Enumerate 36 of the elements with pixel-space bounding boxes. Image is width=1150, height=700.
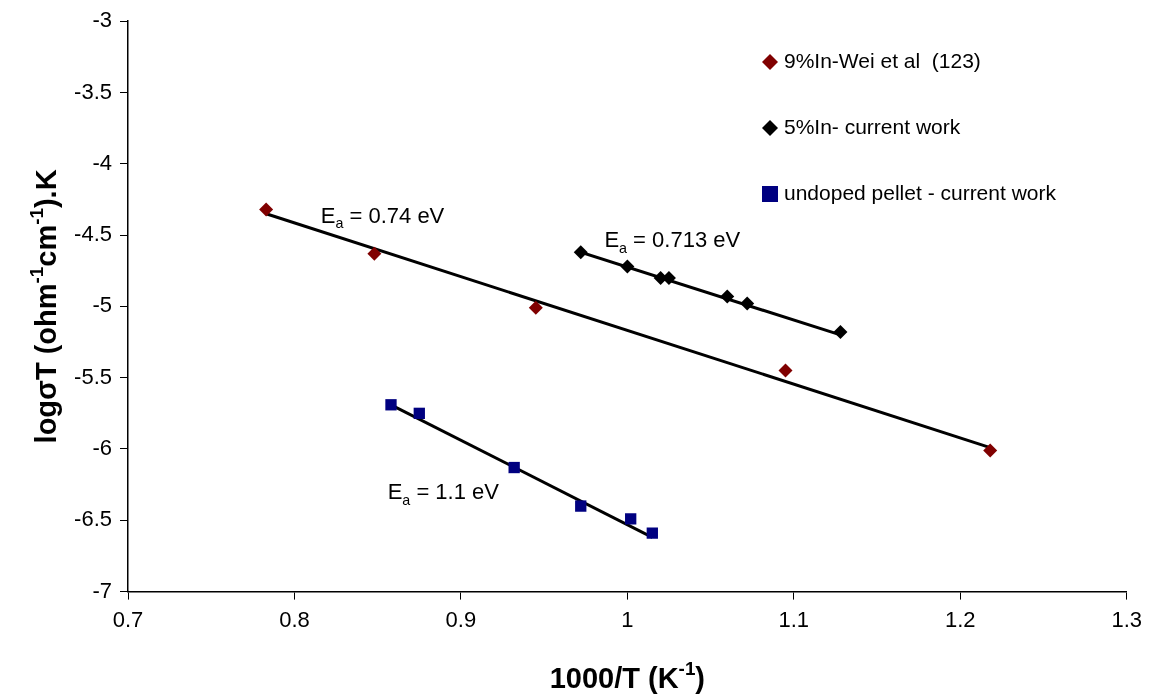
x-tick-label: 0.9 [445,606,477,632]
y-tick-label: -5 [92,292,112,318]
point [983,443,998,458]
point [720,289,735,304]
y-tick-label: -3 [92,7,112,33]
point [625,513,637,525]
y-tick-label: -6 [92,435,112,461]
x-tick-label: 0.7 [112,606,144,632]
point [620,259,635,274]
point [573,245,588,260]
x-tick-label: 1.1 [778,606,810,632]
point [413,407,425,420]
point [778,363,793,378]
x-tick-label: 0.8 [279,606,310,632]
point [385,399,397,411]
point [508,461,520,474]
y-tick-label: -3.5 [74,78,112,104]
point [575,500,587,512]
point [740,296,755,311]
x-tick-label: 1.2 [944,606,976,632]
point [367,246,382,261]
point [833,325,848,340]
y-tick-label: -5.5 [74,363,112,389]
point [646,527,658,539]
point [259,202,274,217]
point [528,300,543,315]
legend-label: 9%In-Wei et al (123) [784,48,981,72]
legend-label: 5%In- current work [784,114,961,138]
x-tick-label: 1 [621,606,634,632]
y-tick-label: -7 [92,577,112,603]
y-tick-label: -4 [92,149,112,175]
x-tick-label: 1.3 [1111,606,1143,632]
legend-label: undoped pellet - current work [784,180,1057,204]
y-tick-label: -6.5 [74,506,112,532]
y-axis-title: logσT (ohm-1cm-1).K [26,169,62,444]
y-tick-label: -4.5 [74,221,112,247]
